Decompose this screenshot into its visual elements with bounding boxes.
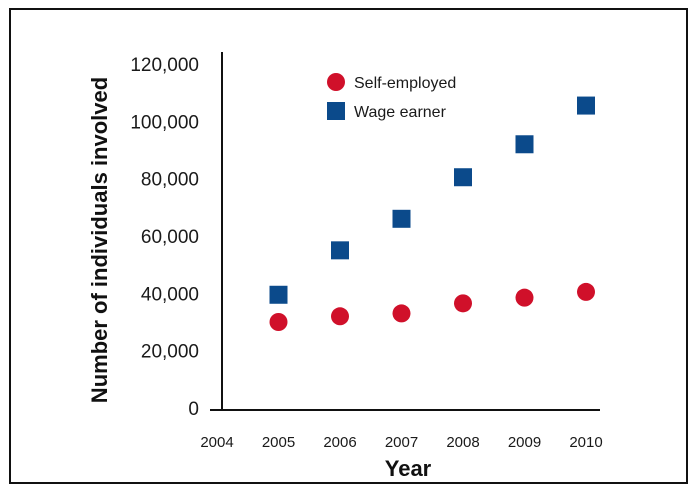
point-wage-earner-2009	[515, 135, 534, 154]
point-wage-earner-2006	[331, 241, 349, 260]
x-tick-label: 2008	[446, 434, 479, 451]
legend-label-wage-earner: Wage earner	[354, 104, 447, 121]
y-tick-label: 20,000	[141, 342, 199, 363]
point-self-employed-2006	[331, 307, 349, 326]
point-self-employed-2007	[392, 304, 411, 323]
x-axis-title: Year	[385, 456, 432, 481]
y-tick-label: 100,000	[130, 112, 199, 133]
point-self-employed-2005	[269, 313, 288, 331]
x-tick-label: 2010	[569, 434, 602, 451]
y-tick-label: 80,000	[141, 170, 199, 191]
x-tick-labels: 2004 2005 2006 2007 2008 2009 2010	[200, 434, 602, 451]
chart-frame	[9, 8, 688, 484]
x-tick-label: 2004	[200, 434, 233, 451]
point-wage-earner-2010	[577, 96, 595, 115]
axes	[210, 52, 600, 411]
x-tick-label: 2007	[385, 434, 418, 451]
x-tick-label: 2005	[262, 434, 295, 451]
legend-marker-wage-earner	[327, 102, 345, 120]
y-tick-label: 120,000	[130, 55, 199, 76]
point-wage-earner-2007	[392, 209, 411, 228]
legend: Self-employed Wage earner	[327, 73, 456, 121]
point-self-employed-2008	[454, 294, 472, 313]
y-tick-label: 0	[188, 399, 199, 420]
y-tick-label: 40,000	[141, 284, 199, 305]
point-wage-earner-2008	[454, 168, 472, 187]
point-wage-earner-2005	[269, 285, 288, 304]
y-tick-labels: 0 20,000 40,000 60,000 80,000 100,000 120,000	[130, 55, 199, 420]
legend-label-self-employed: Self-employed	[354, 75, 456, 92]
x-tick-label: 2009	[508, 434, 541, 451]
y-tick-label: 60,000	[141, 227, 199, 248]
y-axis-title: Number of individuals involved	[87, 77, 112, 403]
point-self-employed-2009	[515, 288, 534, 307]
point-self-employed-2010	[577, 282, 595, 301]
legend-marker-self-employed	[327, 73, 345, 91]
data-points	[269, 96, 595, 331]
x-tick-label: 2006	[323, 434, 356, 451]
